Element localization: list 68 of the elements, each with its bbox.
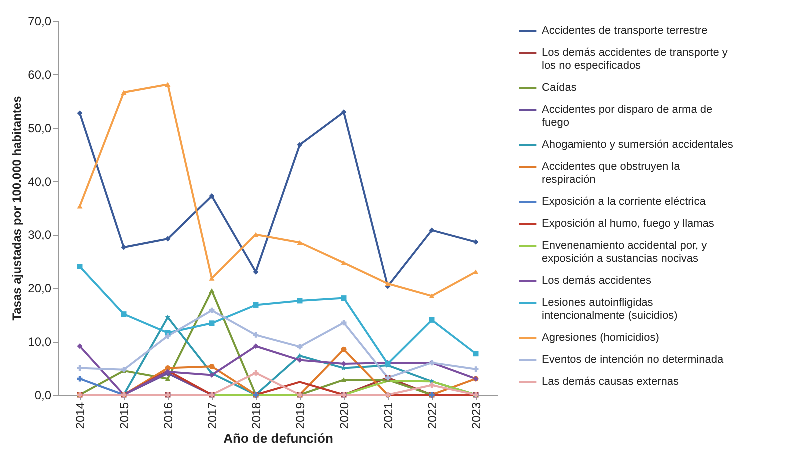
point <box>121 244 127 250</box>
y-tick-label: 60,0 <box>28 68 52 82</box>
legend-label: Accidentes que obstruyen la respiración <box>542 161 682 186</box>
point <box>297 142 303 148</box>
x-tick-label: 2015 <box>118 402 132 430</box>
legend-label: Agresiones (homicidios) <box>542 332 660 344</box>
point <box>165 376 171 382</box>
point <box>297 298 303 304</box>
point <box>341 346 347 352</box>
point <box>341 260 347 266</box>
x-axis-title: Año de defunción <box>224 431 334 446</box>
point <box>429 294 435 299</box>
point <box>77 344 83 350</box>
y-tick-label: 20,0 <box>28 282 52 296</box>
x-tick-label: 2016 <box>162 402 176 430</box>
y-tick-label: 40,0 <box>28 174 52 189</box>
legend-label: Los demás accidentes de transporte y los no especificados <box>542 47 728 72</box>
point <box>209 364 215 370</box>
point <box>253 332 259 338</box>
y-tick-label: 10,0 <box>28 335 52 350</box>
point <box>473 239 479 245</box>
point <box>341 296 347 302</box>
legend-label: Las demás causas externas <box>542 376 680 388</box>
legend-label: Accidentes por disparo de arma de fuego <box>542 104 713 129</box>
y-tick-label: 50,0 <box>28 121 52 136</box>
point <box>77 264 83 270</box>
point <box>341 378 347 382</box>
point <box>209 320 215 326</box>
legend-label: Exposición al humo, fuego y llamas <box>542 218 715 230</box>
point <box>429 228 435 234</box>
point <box>209 288 215 294</box>
point <box>121 90 127 95</box>
x-tick-label: 2020 <box>338 402 352 430</box>
legend-label: Lesiones autoinfligidas intencionalmente (suicidios) <box>542 297 678 322</box>
y-axis-title: Tasas ajustadas por 100.000 habitantes <box>10 96 24 321</box>
legend-label: Accidentes de transporte terrestre <box>542 25 708 37</box>
x-tick-label: 2017 <box>206 402 220 430</box>
x-tick-label: 2022 <box>426 402 440 430</box>
point <box>165 333 171 339</box>
point <box>341 110 347 116</box>
point <box>165 236 171 242</box>
point <box>473 270 479 274</box>
point <box>473 351 479 357</box>
x-tick-label: 2019 <box>294 402 308 430</box>
x-tick-label: 2014 <box>74 402 88 430</box>
y-tick-label: 0,0 <box>34 388 52 402</box>
x-tick-label: 2021 <box>382 402 396 430</box>
point <box>297 240 303 246</box>
legend-label: Caídas <box>542 82 578 94</box>
legend-label: Envenenamiento accidental por, y exposición a sustancias nocivas <box>542 240 708 265</box>
x-tick-label: 2018 <box>250 402 264 430</box>
point <box>253 269 259 275</box>
point <box>121 312 127 318</box>
legend-label: Exposición a la corriente eléctrica <box>542 196 707 208</box>
point <box>297 353 303 358</box>
point <box>253 302 259 308</box>
point <box>429 317 435 323</box>
point <box>77 204 83 209</box>
legend-label: Los demás accidentes <box>542 275 652 287</box>
point <box>77 110 83 116</box>
legend-label: Ahogamiento y sumersión accidentales <box>542 139 734 151</box>
point <box>77 366 83 372</box>
legend-label: Eventos de intención no determinada <box>542 354 725 366</box>
y-tick-label: 30,0 <box>28 228 52 242</box>
point <box>253 344 259 350</box>
x-tick-label: 2023 <box>470 402 484 430</box>
point <box>165 82 171 87</box>
y-tick-label: 70,0 <box>28 14 52 28</box>
